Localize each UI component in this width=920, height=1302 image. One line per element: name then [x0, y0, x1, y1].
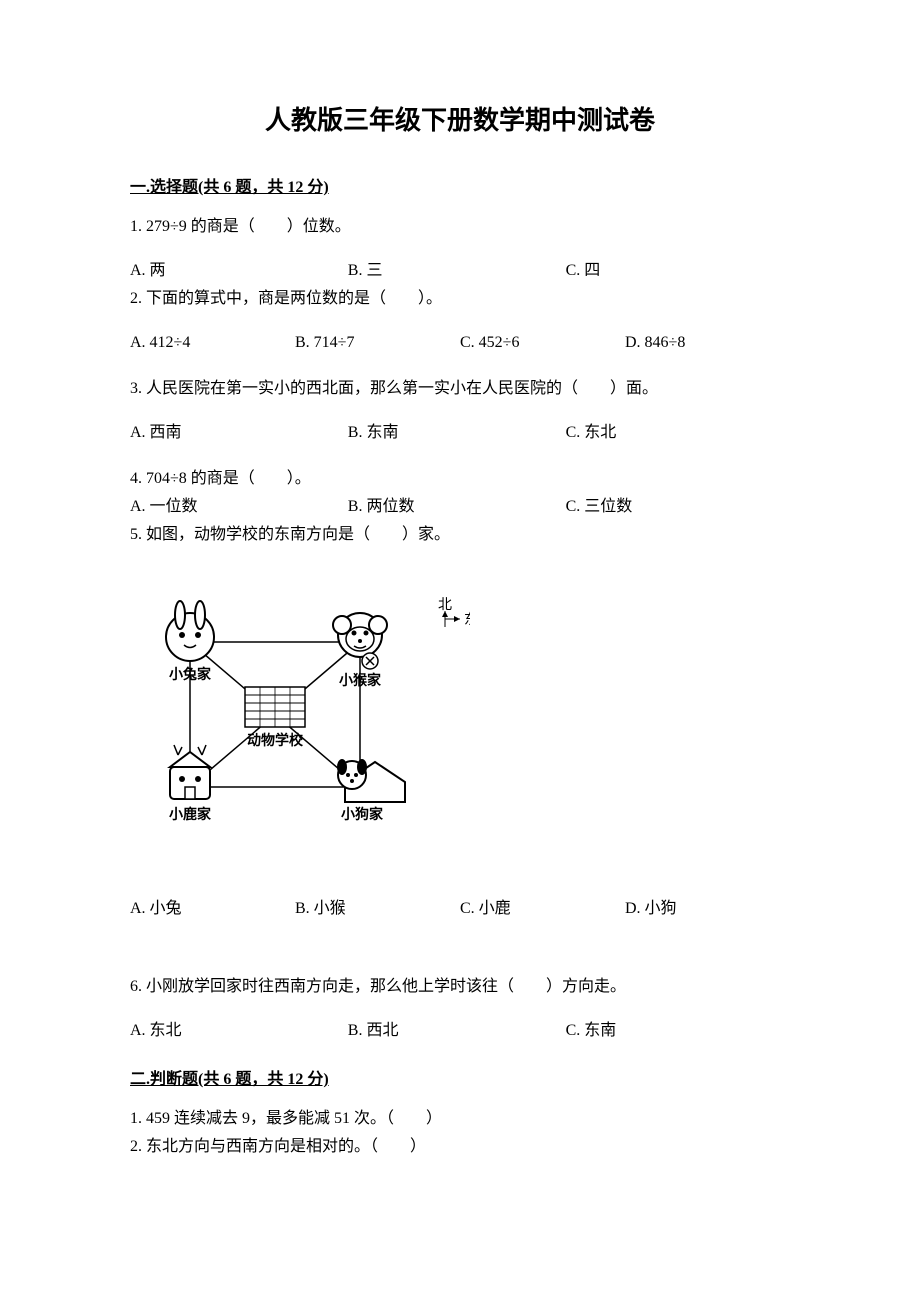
diagram-block: 北 东 动物学校: [130, 587, 460, 847]
center-label: 动物学校: [247, 732, 304, 749]
q1-option-c: C. 四: [566, 259, 784, 283]
deer-label: 小鹿家: [169, 806, 212, 822]
question-1-options: A. 两 B. 三 C. 四: [130, 259, 790, 283]
section-2-header: 二.判断题(共 6 题，共 12 分): [130, 1065, 790, 1089]
section-1-header: 一.选择题(共 6 题，共 12 分): [130, 173, 790, 197]
compass-east-label: 东: [464, 612, 470, 628]
rabbit-label: 小兔家: [169, 666, 212, 682]
judge-question-1: 1. 459 连续减去 9，最多能减 51 次。（ ）: [130, 1107, 790, 1131]
question-2: 2. 下面的算式中，商是两位数的是（ ）。: [130, 287, 790, 311]
q5-option-c: C. 小鹿: [460, 897, 625, 921]
animal-school-diagram: 动物学校 小兔家 小猴家: [130, 587, 430, 847]
q4-option-b: B. 两位数: [348, 495, 566, 519]
compass-north-label: 北: [438, 597, 452, 613]
q4-option-c: C. 三位数: [566, 495, 784, 519]
question-6-options: A. 东北 B. 西北 C. 东南: [130, 1019, 790, 1043]
deer-icon: [170, 745, 210, 799]
q5-option-a: A. 小兔: [130, 897, 295, 921]
judge-question-2: 2. 东北方向与西南方向是相对的。（ ）: [130, 1135, 790, 1159]
compass-icon: 北 东: [420, 597, 470, 642]
q6-option-c: C. 东南: [566, 1019, 784, 1043]
rabbit-icon: [166, 601, 214, 661]
question-3: 3. 人民医院在第一实小的西北面，那么第一实小在人民医院的（ ）面。: [130, 377, 790, 401]
q2-option-d: D. 846÷8: [625, 331, 790, 355]
q5-option-d: D. 小狗: [625, 897, 790, 921]
monkey-label: 小猴家: [339, 672, 382, 688]
question-5-options: A. 小兔 B. 小猴 C. 小鹿 D. 小狗: [130, 897, 790, 921]
q2-option-c: C. 452÷6: [460, 331, 625, 355]
question-5: 5. 如图，动物学校的东南方向是（ ）家。: [130, 523, 790, 547]
q2-option-b: B. 714÷7: [295, 331, 460, 355]
q5-option-b: B. 小猴: [295, 897, 460, 921]
question-1: 1. 279÷9 的商是（ ）位数。: [130, 215, 790, 239]
question-4-options: A. 一位数 B. 两位数 C. 三位数: [130, 495, 790, 519]
question-2-options: A. 412÷4 B. 714÷7 C. 452÷6 D. 846÷8: [130, 331, 790, 355]
q3-option-b: B. 东南: [348, 421, 566, 445]
question-4: 4. 704÷8 的商是（ ）。: [130, 467, 790, 491]
question-3-options: A. 西南 B. 东南 C. 东北: [130, 421, 790, 445]
q3-option-a: A. 西南: [130, 421, 348, 445]
q6-option-a: A. 东北: [130, 1019, 348, 1043]
dog-icon: [337, 759, 405, 802]
q2-option-a: A. 412÷4: [130, 331, 295, 355]
q1-option-a: A. 两: [130, 259, 348, 283]
q6-option-b: B. 西北: [348, 1019, 566, 1043]
q4-option-a: A. 一位数: [130, 495, 348, 519]
q3-option-c: C. 东北: [566, 421, 784, 445]
dog-label: 小狗家: [341, 806, 384, 822]
q1-option-b: B. 三: [348, 259, 566, 283]
question-6: 6. 小刚放学回家时往西南方向走，那么他上学时该往（ ）方向走。: [130, 975, 790, 999]
page-title: 人教版三年级下册数学期中测试卷: [130, 100, 790, 137]
